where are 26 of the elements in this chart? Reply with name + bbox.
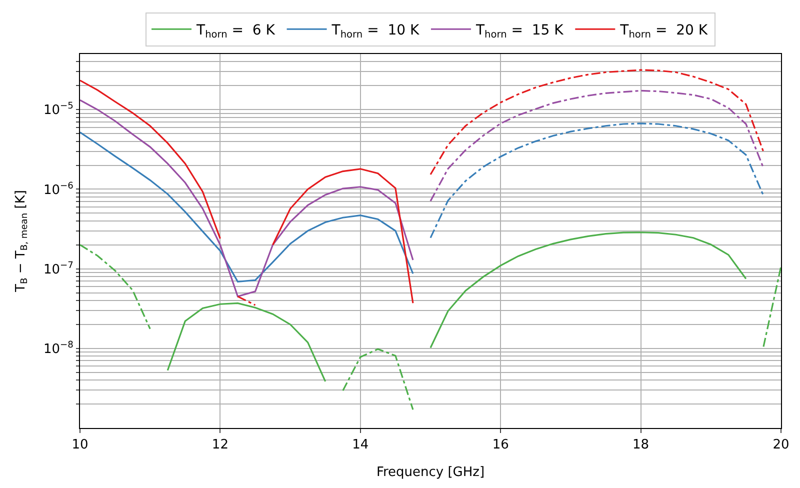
y-tick-label: 10$^{−8}$ xyxy=(43,340,74,357)
line-series xyxy=(80,80,221,240)
x-tick-label: 12 xyxy=(212,438,228,453)
x-tick-label: 16 xyxy=(492,438,509,453)
line-series xyxy=(80,131,414,282)
x-tick-label: 10 xyxy=(72,438,88,453)
line-series xyxy=(80,244,151,330)
line-series xyxy=(342,348,414,410)
line-series xyxy=(430,122,764,239)
line-series xyxy=(430,69,764,176)
line-series xyxy=(430,90,764,202)
line-series xyxy=(166,302,326,382)
x-tick-label: 14 xyxy=(352,438,369,453)
legend-label: T$_{horn}$ = 6 K xyxy=(196,22,276,41)
y-tick-label: 10$^{−5}$ xyxy=(43,102,74,118)
legend-label: T$_{horn}$ = 10 K xyxy=(330,22,420,41)
line-series xyxy=(80,99,414,298)
line-series xyxy=(430,232,747,349)
x-tick-label: 18 xyxy=(632,438,650,453)
x-tick-label: 20 xyxy=(772,438,790,453)
x-axis-title: Frequency [GHz] xyxy=(376,465,485,480)
y-tick-label: 10$^{−6}$ xyxy=(43,181,74,198)
y-tick-label: 10$^{−7}$ xyxy=(43,260,74,278)
legend-label: T$_{horn}$ = 20 K xyxy=(619,22,708,41)
line-series xyxy=(272,168,414,304)
legend-label: T$_{horn}$ = 15 K xyxy=(474,22,564,41)
